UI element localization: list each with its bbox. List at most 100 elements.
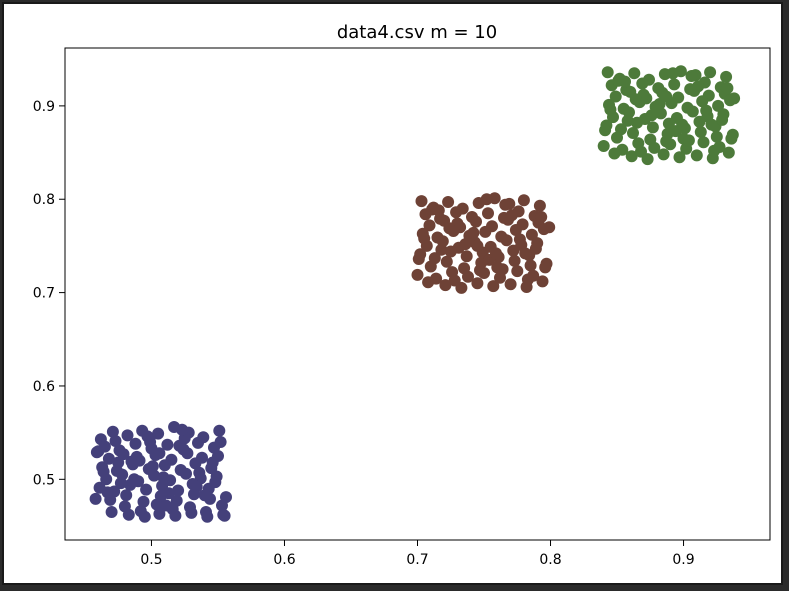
data-point (161, 438, 174, 451)
data-point (636, 77, 649, 90)
data-point (172, 484, 185, 497)
data-point (152, 427, 165, 440)
data-point (415, 195, 428, 208)
data-point (716, 113, 729, 126)
data-point (511, 265, 524, 278)
data-point (101, 486, 114, 499)
data-point (608, 147, 621, 160)
data-point (471, 277, 484, 290)
data-point (122, 508, 135, 521)
data-point (480, 193, 493, 206)
data-point (690, 149, 703, 162)
data-point (631, 116, 643, 129)
data-point (668, 78, 681, 91)
data-point (635, 145, 647, 158)
data-point (444, 245, 457, 258)
data-point (535, 211, 548, 223)
data-point (604, 103, 617, 116)
data-point (686, 105, 699, 118)
data-point (213, 424, 226, 437)
data-point (627, 127, 639, 139)
data-point (500, 234, 513, 247)
data-point (150, 498, 163, 511)
x-tick-label: 0.8 (539, 552, 561, 568)
data-point (697, 136, 710, 149)
data-point (432, 204, 445, 217)
data-point (106, 425, 119, 438)
data-point (539, 261, 552, 274)
data-point (599, 124, 612, 137)
data-point (140, 483, 153, 496)
data-point (646, 121, 659, 134)
data-point (705, 118, 718, 131)
data-point (180, 467, 192, 480)
data-point (153, 447, 166, 460)
data-point (462, 270, 474, 283)
data-point (517, 194, 530, 207)
data-point (513, 233, 526, 246)
data-point (648, 141, 661, 154)
data-point (601, 66, 614, 79)
data-point (201, 510, 214, 523)
data-point (89, 492, 102, 505)
chart-title: data4.csv m = 10 (337, 22, 497, 43)
data-point (625, 150, 638, 163)
data-point (521, 273, 534, 286)
y-tick-label: 0.8 (33, 192, 55, 208)
data-point (193, 466, 206, 479)
data-point (112, 456, 125, 469)
data-point (720, 70, 733, 83)
data-point (722, 146, 735, 159)
data-point (682, 134, 695, 147)
data-point (543, 221, 556, 234)
data-point (533, 199, 546, 212)
data-point (609, 90, 622, 103)
data-point (508, 254, 521, 267)
data-point (725, 132, 738, 145)
data-point (146, 460, 159, 473)
data-point (160, 499, 173, 512)
data-point (629, 93, 642, 106)
points-layer (89, 65, 741, 523)
data-point (628, 67, 641, 80)
data-point (611, 131, 623, 144)
data-point (157, 471, 170, 484)
y-tick-label: 0.5 (33, 472, 55, 488)
data-point (657, 148, 670, 161)
data-point (660, 90, 673, 103)
data-point (519, 247, 532, 260)
data-point (144, 436, 157, 448)
data-point (450, 206, 463, 219)
data-point (505, 209, 518, 222)
data-point (190, 480, 203, 493)
data-point (728, 92, 741, 105)
data-point (650, 104, 663, 117)
data-point (418, 232, 431, 245)
data-point (105, 506, 118, 518)
data-point (214, 436, 227, 448)
data-point (189, 457, 202, 470)
data-point (121, 429, 134, 442)
y-tick-label: 0.7 (33, 286, 55, 302)
data-point (206, 456, 219, 469)
data-point (218, 509, 231, 522)
data-point (496, 263, 509, 276)
data-point (490, 247, 502, 260)
data-point (192, 436, 204, 449)
data-point (209, 476, 222, 489)
data-point (109, 435, 122, 447)
plot-frame (64, 47, 771, 541)
data-point (424, 260, 437, 273)
data-point (621, 114, 634, 127)
data-point (499, 198, 512, 211)
data-point (102, 452, 115, 465)
data-point (137, 495, 150, 508)
data-point (660, 135, 673, 148)
data-point (676, 118, 689, 131)
data-point (507, 244, 520, 257)
data-point (411, 268, 424, 281)
data-point (422, 276, 435, 289)
data-point (138, 510, 151, 523)
x-tick-label: 0.5 (140, 552, 162, 568)
data-point (92, 445, 105, 458)
